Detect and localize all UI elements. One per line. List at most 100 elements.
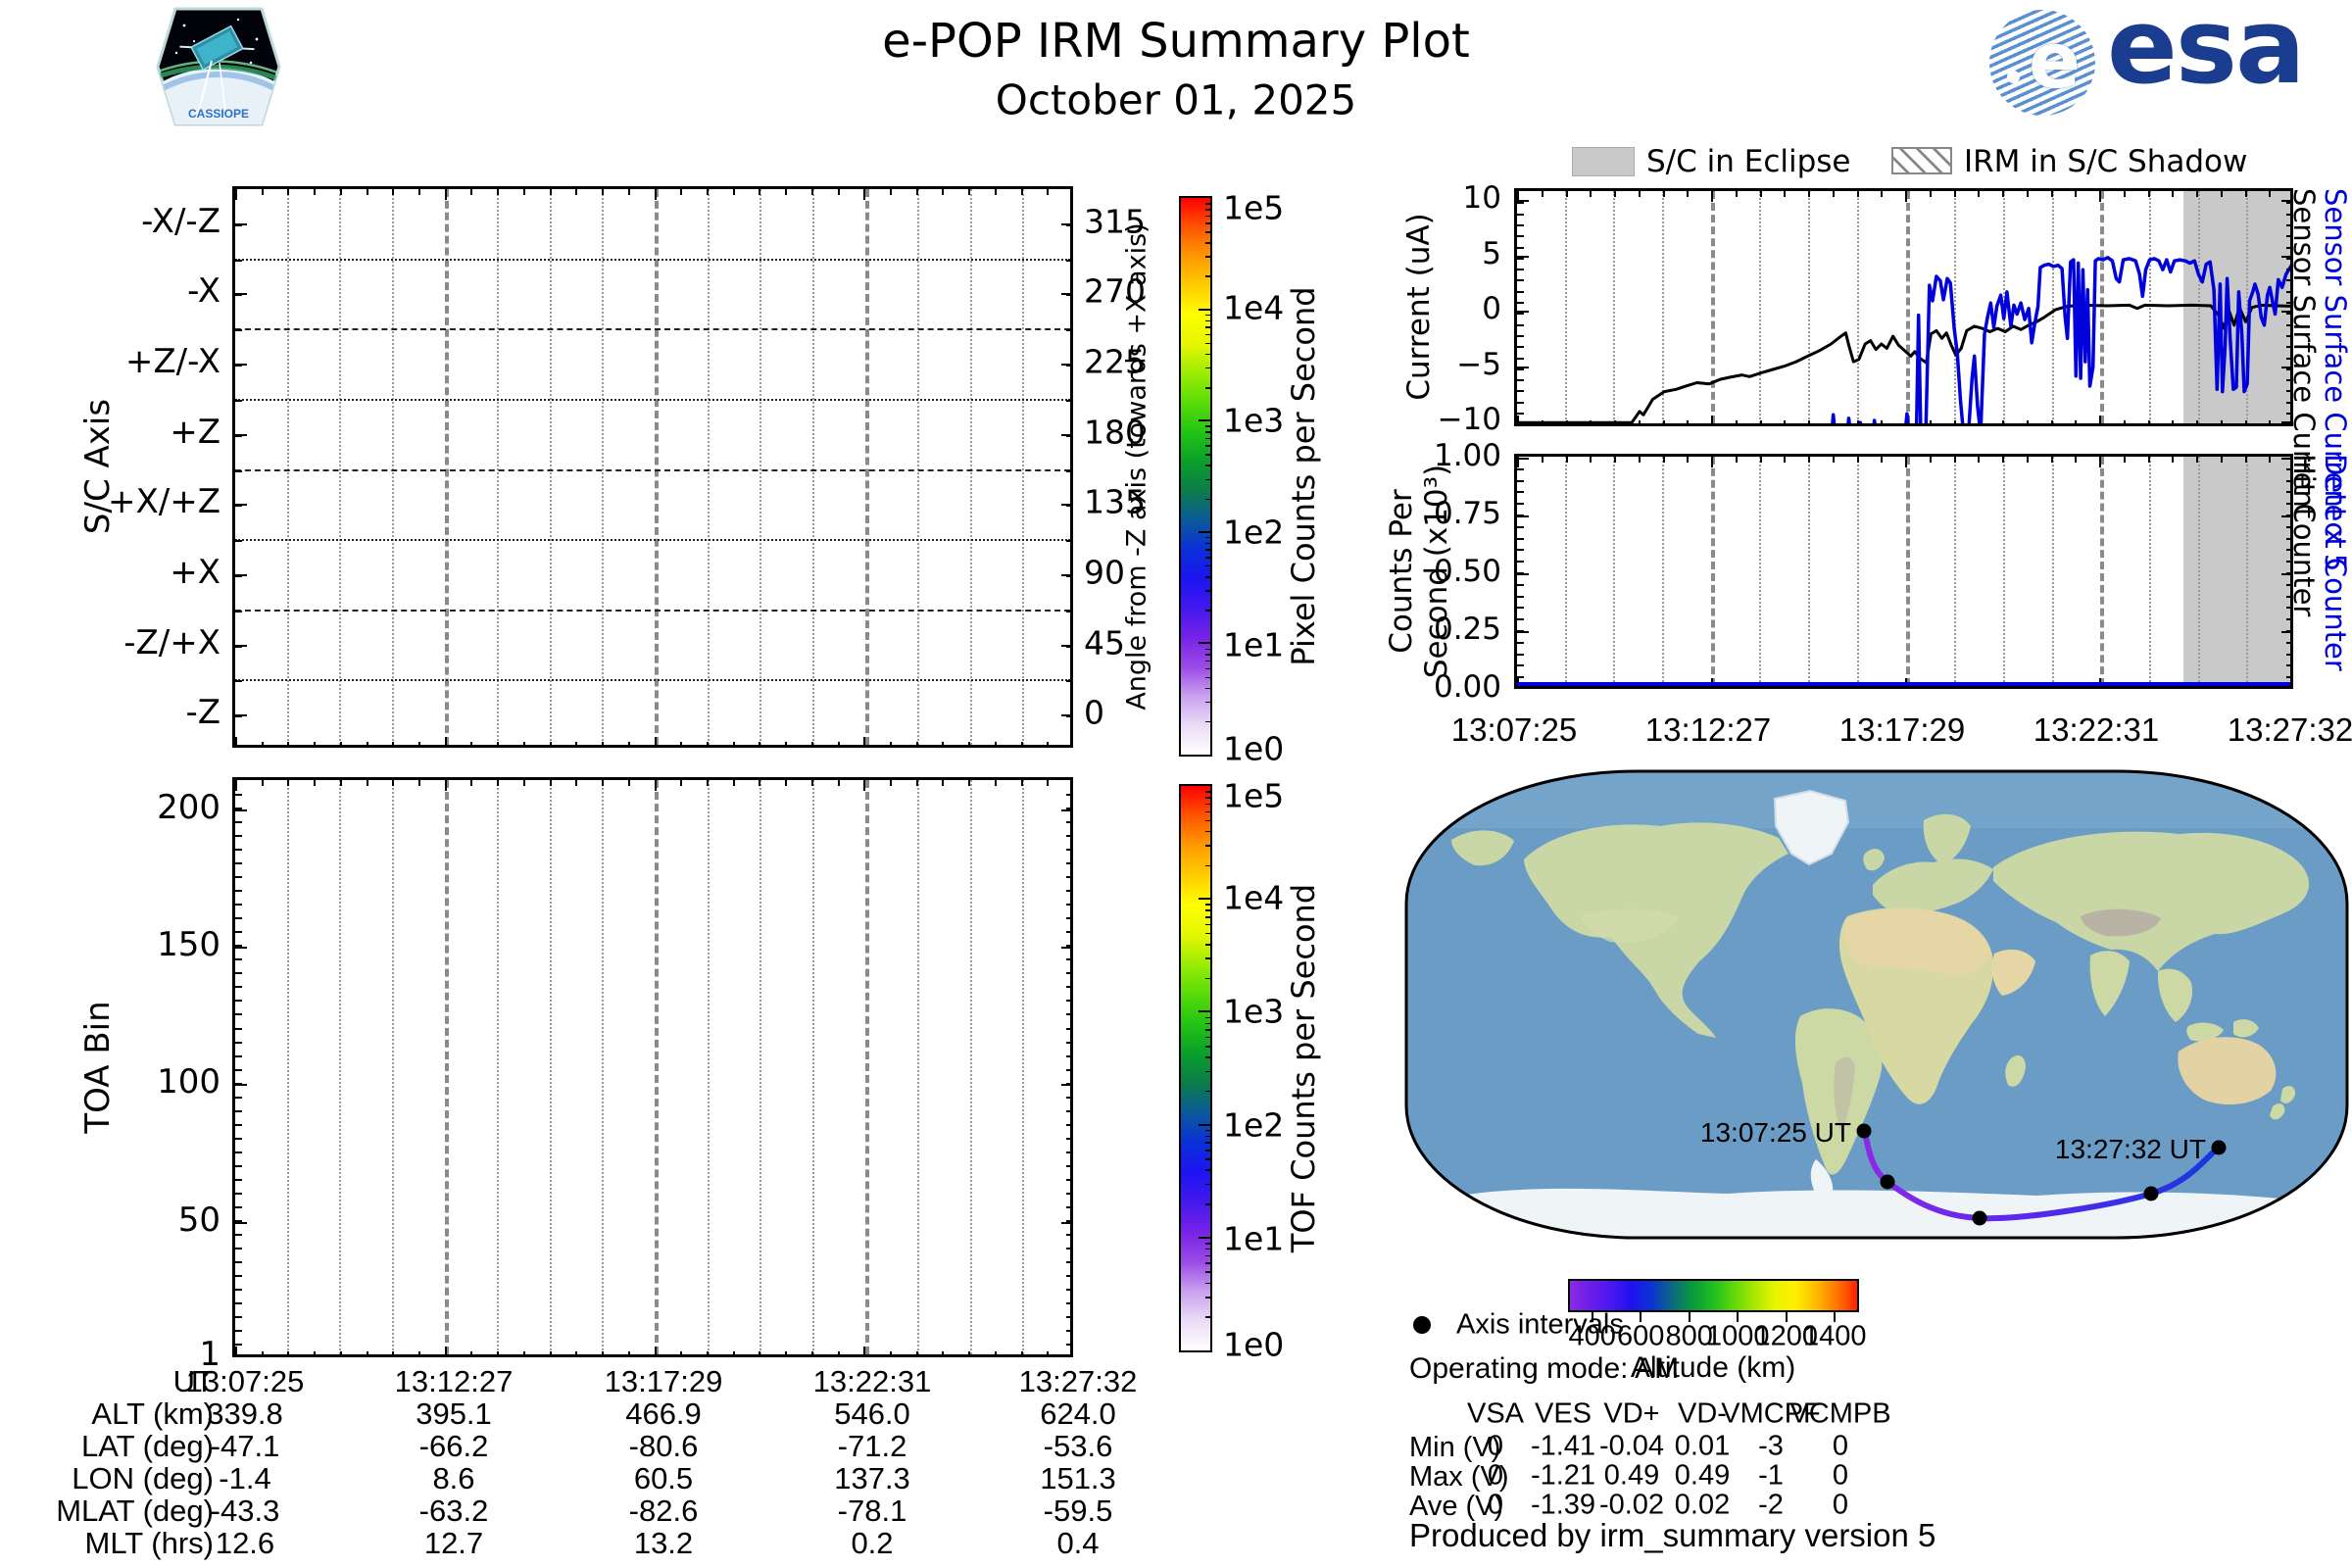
y-minor-tick xyxy=(2286,561,2290,564)
x-tick xyxy=(392,189,395,195)
y-minor-tick xyxy=(1517,223,1524,226)
x-tick xyxy=(1020,1351,1023,1354)
colorbar-minor-tick xyxy=(1205,1254,1212,1257)
y-minor-tick xyxy=(1517,323,1524,326)
x-tick xyxy=(1590,191,1592,197)
x-tick xyxy=(1638,191,1641,197)
minor-gridline xyxy=(1613,191,1616,423)
x-tick xyxy=(418,1351,421,1354)
x-tick xyxy=(759,780,761,786)
x-tick xyxy=(1856,191,1859,197)
y-minor-tick xyxy=(1517,561,1524,564)
y-minor-tick xyxy=(1066,1192,1070,1195)
x-tick xyxy=(915,1351,918,1354)
x-tick xyxy=(1020,780,1023,786)
x-tick xyxy=(2244,457,2247,463)
x-tick xyxy=(1687,420,1690,423)
x-tick xyxy=(1541,191,1544,197)
y-minor-tick xyxy=(2286,607,2290,610)
tof-colorbar-tick-label: 1e1 xyxy=(1223,1219,1285,1258)
x-tick xyxy=(2099,191,2101,202)
x-tick xyxy=(759,189,761,195)
y-minor-tick xyxy=(235,1082,242,1085)
colorbar-minor-tick xyxy=(1205,845,1212,847)
x-tick xyxy=(785,780,788,786)
x-tick xyxy=(522,189,525,195)
colorbar-minor-tick xyxy=(1205,1070,1212,1073)
major-gridline xyxy=(655,189,659,745)
colorbar-minor-tick xyxy=(1205,542,1212,545)
colorbar-minor-tick xyxy=(1205,437,1212,440)
minor-gridline xyxy=(2246,191,2249,423)
ephemeris-value: -43.3 xyxy=(210,1494,280,1528)
tof-colorbar-tick-label: 1e3 xyxy=(1223,992,1285,1031)
x-tick xyxy=(392,1351,395,1354)
toa-tick-label: 200 xyxy=(157,787,220,827)
orbit-track-point xyxy=(2211,1140,2227,1155)
orbit-track-point xyxy=(1856,1123,1872,1139)
voltage-value: 0 xyxy=(1487,1430,1504,1462)
y-tick xyxy=(2281,255,2290,258)
ephemeris-value: 466.9 xyxy=(625,1396,702,1431)
y-minor-tick xyxy=(1066,1205,1070,1208)
y-minor-tick xyxy=(1066,1247,1070,1250)
x-tick xyxy=(1832,191,1835,197)
x-tick xyxy=(2026,457,2029,463)
colorbar-tick xyxy=(1199,898,1212,901)
y-tick xyxy=(1517,515,1529,517)
tof-colorbar-tick-label: 1e0 xyxy=(1223,1325,1285,1364)
y-minor-tick xyxy=(235,1068,242,1071)
x-tick xyxy=(2002,420,2004,423)
colorbar-minor-tick xyxy=(1205,830,1212,833)
eclipse-shaded-region xyxy=(2183,457,2290,686)
orbit-track-point xyxy=(1972,1210,1987,1226)
x-tick xyxy=(261,780,264,786)
y-minor-tick xyxy=(2286,379,2290,382)
x-tick xyxy=(1735,191,1738,197)
y-minor-tick xyxy=(1517,503,1524,506)
x-tick xyxy=(392,742,395,745)
y-minor-tick xyxy=(235,645,242,648)
colorbar-minor-tick xyxy=(1205,1271,1212,1273)
altitude-tick-label: 1000 xyxy=(1705,1320,1770,1352)
ephemeris-value: -47.1 xyxy=(210,1429,280,1463)
row-separator-line xyxy=(235,398,1070,401)
x-tick xyxy=(1565,457,1568,463)
colorbar-minor-tick xyxy=(1205,1056,1212,1058)
y-minor-tick xyxy=(235,574,242,577)
y-minor-tick xyxy=(235,1247,242,1250)
y-minor-tick xyxy=(1066,1151,1070,1153)
x-tick xyxy=(837,189,840,195)
y-minor-tick xyxy=(235,1289,242,1292)
minor-gridline xyxy=(1662,457,1665,686)
x-tick xyxy=(1759,420,1762,423)
y-minor-tick xyxy=(1066,1302,1070,1305)
x-tick xyxy=(706,780,709,786)
y-minor-tick xyxy=(235,1096,242,1099)
y-tick xyxy=(2281,515,2290,517)
y-minor-tick xyxy=(1066,645,1070,648)
x-tick xyxy=(1735,457,1738,463)
x-tick xyxy=(863,780,866,791)
x-tick xyxy=(837,780,840,786)
y-minor-tick xyxy=(235,399,242,402)
sc-axis-category-label: +X/+Z xyxy=(107,482,220,522)
x-tick xyxy=(2147,191,2150,197)
x-tick xyxy=(2050,191,2053,197)
ephemeris-value: -1.4 xyxy=(219,1461,271,1495)
major-gridline xyxy=(1905,191,1910,423)
x-tick xyxy=(680,742,683,745)
y-minor-tick xyxy=(1517,583,1524,586)
x-tick xyxy=(1953,191,1956,197)
x-tick xyxy=(392,780,395,786)
y-minor-tick xyxy=(235,1151,242,1153)
altitude-tick-label: 800 xyxy=(1665,1320,1713,1352)
minor-gridline xyxy=(2197,457,2200,686)
y-minor-tick xyxy=(235,1205,242,1208)
x-tick xyxy=(549,780,552,786)
major-gridline xyxy=(1710,457,1715,686)
x-tick xyxy=(1047,780,1050,786)
y-minor-tick xyxy=(1066,1164,1070,1167)
y-minor-tick xyxy=(235,294,242,297)
data-trace xyxy=(1831,413,1837,423)
